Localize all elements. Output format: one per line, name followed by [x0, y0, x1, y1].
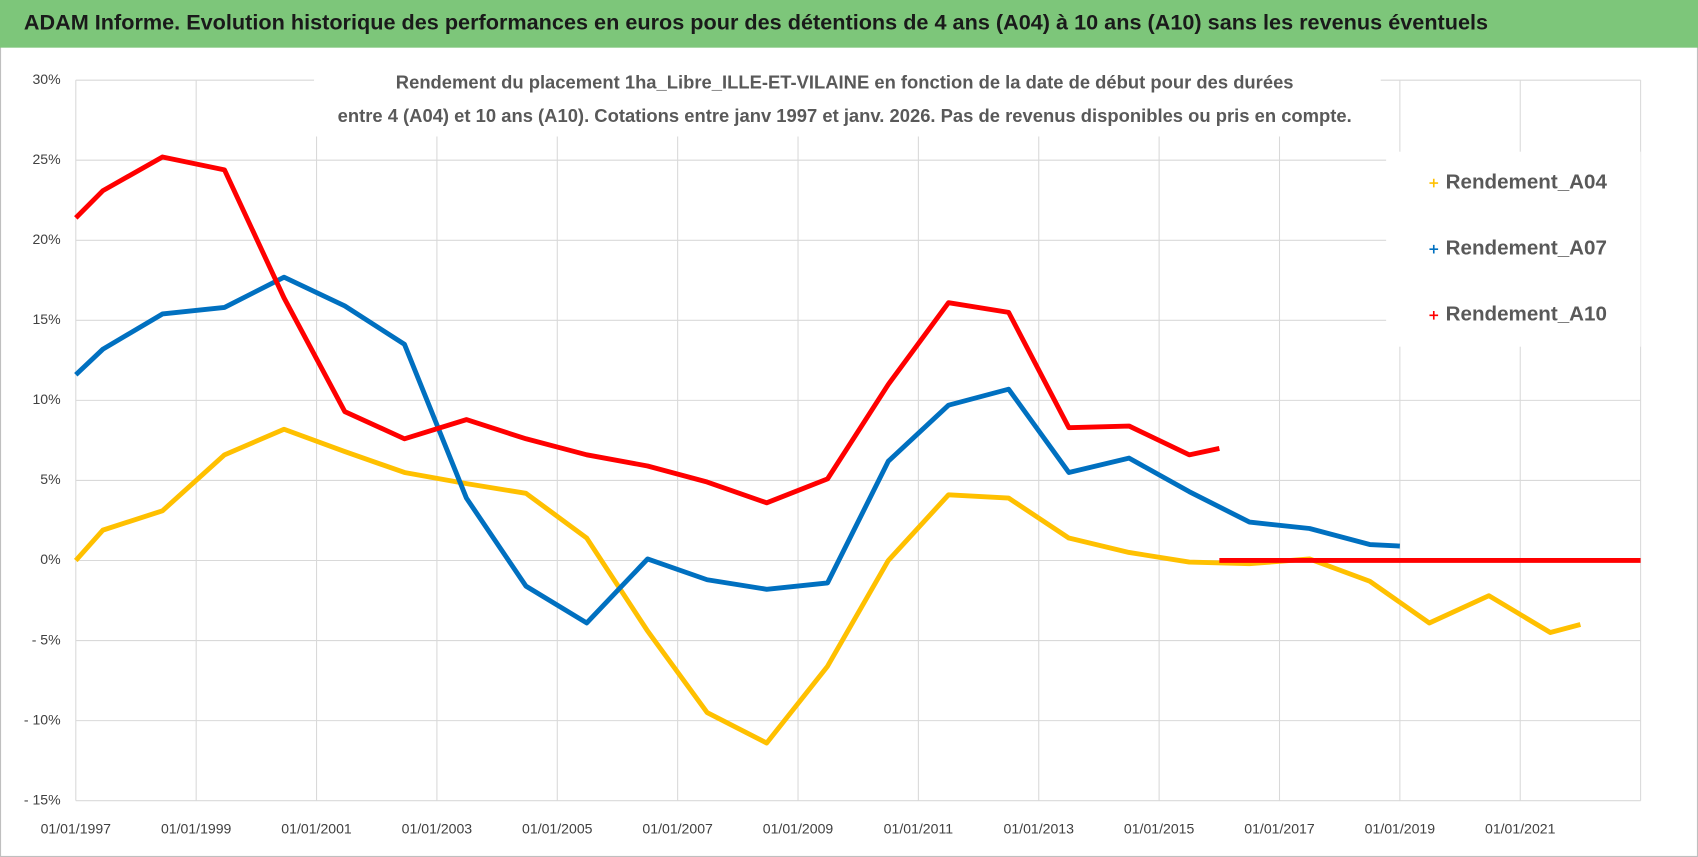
legend-marker: [1429, 178, 1439, 188]
x-tick-label: 01/01/2007: [642, 821, 713, 837]
y-tick-label: - 5%: [32, 631, 61, 647]
x-tick-label: 01/01/2011: [884, 821, 954, 837]
x-tick-label: 01/01/2017: [1244, 821, 1315, 837]
y-tick-label: 25%: [32, 151, 61, 167]
y-tick-label: 15%: [32, 311, 61, 327]
x-tick-label: 01/01/2015: [1124, 821, 1195, 837]
y-tick-label: 0%: [40, 551, 61, 567]
x-tick-label: 01/01/2021: [1485, 821, 1556, 837]
legend-box: [1386, 151, 1641, 347]
chart-subtitle: entre 4 (A04) et 10 ans (A10). Cotations…: [338, 105, 1352, 126]
legend-label: Rendement_A04: [1446, 171, 1608, 194]
y-tick-label: 20%: [32, 231, 61, 247]
plot-area: [73, 154, 1641, 746]
x-tick-label: 01/01/2001: [281, 821, 352, 837]
x-tick-label: 01/01/2019: [1365, 821, 1436, 837]
legend-label: Rendement_A07: [1446, 237, 1607, 260]
chart-subtitle: Rendement du placement 1ha_Libre_ILLE-ET…: [396, 71, 1294, 92]
y-tick-label: 10%: [32, 391, 61, 407]
x-tick-label: 01/01/1997: [41, 821, 112, 837]
subtitle-box: [314, 65, 1381, 137]
y-tick-label: 30%: [32, 71, 61, 87]
legend-marker: [1429, 310, 1439, 320]
series-line: [74, 154, 1641, 563]
legend: Rendement_A04 Rendement_A07 Rendement_A10: [1386, 151, 1641, 347]
y-tick-label: - 15%: [24, 791, 61, 807]
legend-label: Rendement_A10: [1446, 303, 1607, 326]
y-tick-label: 5%: [40, 471, 61, 487]
x-tick-label: 01/01/1999: [161, 821, 232, 837]
chart-title: ADAM Informe. Evolution historique des p…: [24, 10, 1488, 35]
x-tick-label: 01/01/2005: [522, 821, 593, 837]
grid: 30% 25% 20% 15% 10% 5% 0% - 5% - 10% - 15% 01/01/1…: [24, 71, 1642, 837]
legend-marker: [1429, 244, 1439, 254]
series-line: [73, 426, 1582, 746]
y-tick-label: - 10%: [24, 711, 61, 727]
title-banner: [0, 0, 1698, 48]
x-tick-label: 01/01/2013: [1004, 821, 1075, 837]
x-tick-label: 01/01/2003: [402, 821, 473, 837]
x-tick-label: 01/01/2009: [763, 821, 834, 837]
